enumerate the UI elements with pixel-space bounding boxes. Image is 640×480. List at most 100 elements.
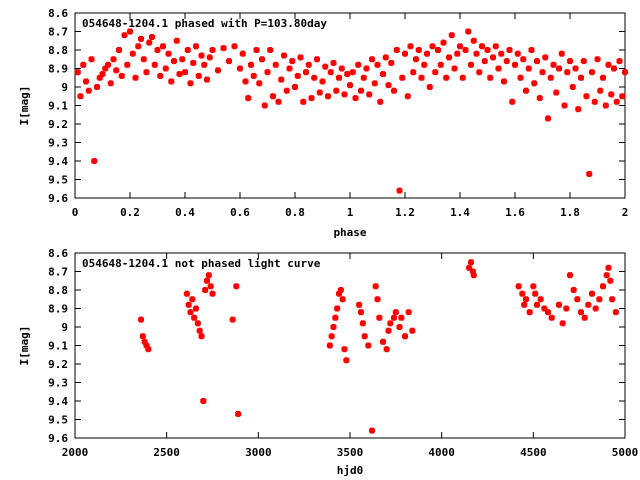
plot-title: 054648-1204.1 not phased light curve [82, 257, 321, 270]
data-point [261, 102, 268, 109]
x-tick-label: 0.4 [175, 206, 195, 219]
data-point [201, 61, 208, 68]
x-tick-label: 2 [622, 206, 629, 219]
data-point [374, 296, 381, 303]
data-point [209, 47, 216, 53]
data-point [359, 320, 366, 327]
data-point [454, 50, 461, 57]
data-point [530, 283, 537, 290]
data-point [179, 56, 186, 63]
data-point [600, 74, 606, 81]
data-point [339, 296, 346, 303]
x-tick-label: 5000 [612, 446, 639, 459]
data-point [361, 333, 368, 340]
data-point [356, 301, 363, 308]
data-point [341, 91, 348, 98]
data-point [556, 65, 562, 72]
data-point [149, 34, 155, 41]
data-point [410, 69, 417, 76]
data-point [597, 87, 604, 94]
data-point [248, 61, 254, 68]
data-point [121, 32, 128, 39]
x-tick-label: 1.6 [505, 206, 525, 219]
data-point [512, 61, 518, 68]
data-point [314, 56, 320, 63]
y-tick-label: 9.4 [48, 155, 68, 168]
y-tick-label: 8.8 [48, 44, 68, 57]
data-point [275, 98, 282, 105]
data-point [264, 69, 271, 76]
data-point [270, 93, 276, 100]
data-point [88, 56, 95, 63]
data-point [138, 35, 144, 42]
y-tick-label: 8.6 [48, 7, 68, 20]
data-point [567, 58, 573, 65]
data-point [385, 327, 392, 334]
data-point [542, 54, 549, 61]
data-point [297, 54, 304, 61]
data-point [586, 170, 593, 177]
data-point [116, 47, 122, 53]
data-point [143, 69, 150, 76]
data-point [151, 61, 158, 68]
data-point [616, 58, 623, 65]
data-point [525, 65, 532, 72]
data-point [559, 320, 566, 327]
data-point [358, 87, 364, 94]
data-point [421, 61, 428, 68]
data-point [398, 314, 405, 321]
data-point [495, 65, 502, 72]
data-point [424, 50, 430, 57]
x-tick-label: 2500 [153, 446, 180, 459]
data-point [589, 69, 595, 76]
data-point [492, 43, 499, 50]
data-point [352, 95, 359, 102]
data-point [607, 277, 614, 284]
data-point [517, 74, 524, 81]
data-point [272, 61, 279, 68]
data-point [168, 78, 175, 85]
data-point [132, 74, 139, 81]
unphased-plot: 2000 2500 3000 3500 4000 4500 5000 8.6 8.7 8.8 8.9… [18, 247, 638, 477]
data-point [333, 87, 340, 94]
data-point [162, 65, 169, 72]
data-point [426, 84, 433, 90]
data-point [473, 50, 480, 57]
data-point [509, 98, 516, 105]
data-point [237, 65, 243, 72]
data-point [303, 69, 309, 76]
data-point [141, 338, 148, 345]
y-tick-label: 9.2 [48, 358, 68, 371]
data-point [286, 65, 293, 72]
data-point [541, 305, 548, 312]
data-point [300, 98, 307, 105]
data-point [572, 65, 579, 72]
data-point [77, 93, 84, 100]
data-point [377, 98, 384, 105]
x-tick-label: 4500 [520, 446, 547, 459]
data-point [139, 333, 146, 340]
y-tick-label: 9.4 [48, 395, 68, 408]
x-tick-label: 2000 [62, 446, 89, 459]
data-point [440, 39, 447, 46]
data-point [556, 301, 562, 308]
data-point [547, 74, 554, 81]
data-point [602, 102, 609, 109]
data-point [612, 309, 619, 316]
x-axis-label: phase [333, 226, 366, 239]
data-point [289, 58, 296, 65]
data-point [459, 74, 466, 81]
data-point [391, 87, 397, 94]
y-axis-label: I[mag] [18, 86, 31, 126]
data-point [328, 333, 335, 340]
y-tick-label: 8.9 [48, 63, 68, 76]
data-point [334, 305, 341, 312]
data-point [523, 87, 529, 94]
data-point [113, 67, 120, 74]
data-point [338, 65, 345, 72]
data-point [102, 65, 109, 72]
data-point [605, 264, 612, 271]
data-point [385, 82, 392, 89]
data-point [553, 89, 560, 96]
data-point [484, 47, 491, 53]
